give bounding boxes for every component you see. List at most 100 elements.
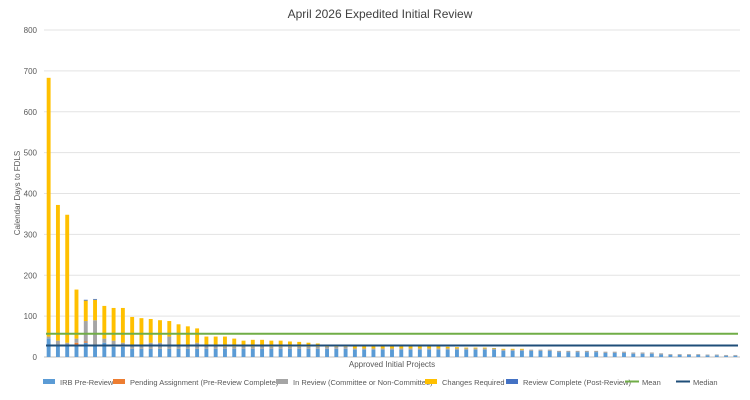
bar-segment	[93, 344, 97, 357]
y-tick-label: 0	[33, 353, 38, 362]
bar-segment	[390, 348, 394, 350]
bar-segment	[139, 344, 144, 349]
bar-segment	[204, 344, 209, 349]
y-tick-label: 200	[24, 271, 38, 280]
bar-segment	[557, 350, 561, 353]
bar-segment	[733, 354, 738, 356]
bar-segment	[83, 341, 88, 343]
y-tick-label: 300	[24, 230, 38, 239]
legend-swatch	[425, 379, 437, 384]
bar-segment	[584, 350, 589, 353]
bar-segment	[250, 348, 255, 357]
bar-segment	[510, 349, 515, 351]
y-tick-label: 100	[24, 312, 38, 321]
bar-segment	[250, 346, 255, 349]
bar-segment	[111, 307, 116, 341]
bar-segment	[380, 349, 385, 357]
bar-segment	[325, 346, 329, 349]
bar-segment	[315, 346, 320, 349]
bar-segment	[158, 320, 162, 343]
bar-segment	[482, 349, 487, 357]
bar-segment	[167, 321, 172, 337]
bar-segment	[65, 344, 70, 357]
bar-segment	[111, 346, 116, 357]
legend-label: Median	[693, 378, 718, 387]
bar-segment	[167, 336, 172, 349]
bar-segment	[659, 354, 664, 357]
bar-segment	[668, 354, 673, 355]
legend-label: Review Complete (Post-Review)	[523, 378, 631, 387]
bar-segment	[519, 350, 524, 357]
bar-segment	[120, 346, 125, 357]
bar-segment	[492, 348, 497, 349]
bar-segment	[510, 348, 515, 350]
bar-segment	[696, 354, 701, 355]
bar-segment	[705, 354, 710, 356]
bar-segment	[158, 348, 162, 357]
bar-segment	[371, 348, 376, 350]
gridlines	[44, 29, 740, 358]
bar-segment	[445, 349, 450, 357]
bar-segment	[139, 318, 144, 345]
bar-segment	[297, 341, 302, 347]
bar-segment	[575, 350, 580, 353]
bar-segment	[195, 328, 200, 343]
bar-segment	[176, 348, 181, 357]
bar-segment	[306, 348, 311, 357]
bar-segment	[380, 348, 385, 350]
bar-segment	[232, 338, 237, 347]
legend-item: Review Complete (Post-Review)	[506, 378, 631, 387]
bar-segment	[519, 348, 524, 350]
bar-segment	[343, 348, 348, 357]
bar-segment	[482, 347, 487, 349]
bar-segment	[343, 346, 348, 349]
bar-segment	[603, 351, 608, 353]
bar-segment	[287, 348, 292, 357]
bar-segment	[501, 348, 506, 350]
bar-segment	[399, 349, 404, 357]
bar-segment	[250, 339, 255, 347]
bar-segment	[417, 346, 422, 349]
legend-item: Pending Assignment (Pre-Review Complete)	[113, 378, 279, 387]
bar-segment	[260, 339, 265, 345]
bar-segment	[130, 344, 135, 349]
bar-segment	[232, 348, 237, 357]
bar-segment	[566, 352, 571, 357]
bar-segment	[622, 352, 626, 357]
bar-segment	[111, 340, 116, 347]
bar-segment	[566, 350, 571, 353]
bar-segment	[519, 349, 524, 351]
bar-segment	[492, 349, 497, 357]
x-axis-label: Approved Initial Projects	[349, 360, 435, 369]
bar-segment	[287, 346, 292, 349]
bar-segment	[167, 348, 172, 357]
y-tick-label: 500	[24, 149, 38, 158]
bar-segment	[436, 348, 441, 350]
bar-segment	[687, 354, 691, 357]
bar-segment	[529, 350, 534, 357]
bar-segment	[130, 316, 135, 345]
bar-segment	[223, 346, 227, 349]
bar-segment	[640, 352, 645, 354]
y-tick-label: 400	[24, 190, 38, 199]
bar-segment	[631, 353, 636, 357]
bar-segment	[371, 345, 376, 349]
bar-segment	[427, 346, 432, 349]
bar-segment	[287, 341, 292, 347]
bar-segment	[325, 348, 329, 357]
bar-segment	[594, 352, 599, 357]
legend-label: Mean	[642, 378, 661, 387]
legend: IRB Pre-Review Pending Assignment (Pre-Re…	[43, 378, 718, 387]
bar-segment	[260, 344, 265, 349]
legend-label: IRB Pre-Review	[60, 378, 114, 387]
bar-segment	[705, 355, 710, 357]
bar-segment	[83, 300, 88, 322]
bar-segment	[352, 348, 357, 350]
bar-segment	[399, 345, 404, 349]
bar-segment	[427, 349, 432, 357]
bar-segment	[640, 353, 645, 357]
bar-segment	[390, 345, 394, 349]
bar-segment	[46, 338, 51, 357]
bar-segment	[139, 348, 144, 357]
bar-segment	[213, 348, 218, 357]
